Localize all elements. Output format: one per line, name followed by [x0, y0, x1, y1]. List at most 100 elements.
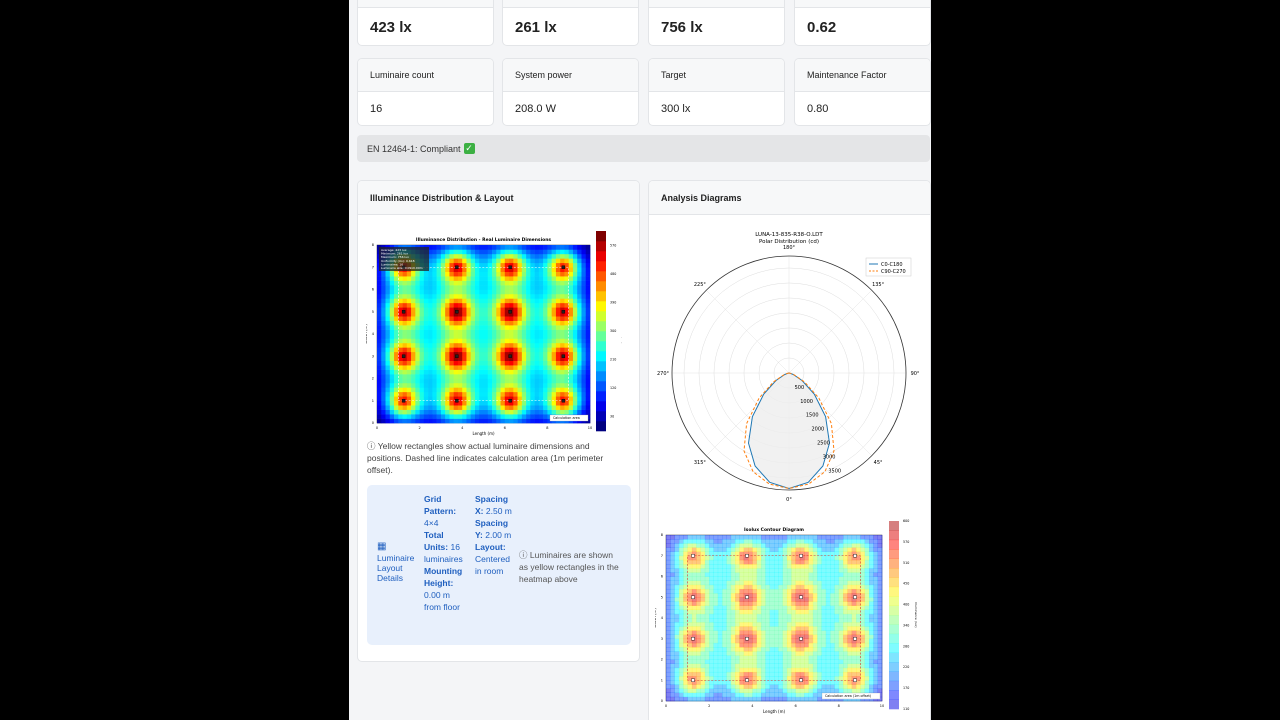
- luminaire-marker: [853, 554, 857, 558]
- chart-title: Isolux Contour Diagram: [744, 527, 804, 533]
- angle-label: 225°: [694, 282, 707, 288]
- x-tick-label: 8: [546, 426, 548, 430]
- metric-card: 423 lx: [357, 0, 494, 46]
- grid-icon: ▦: [377, 541, 387, 552]
- luminaire-marker: [745, 554, 749, 558]
- angle-label: 315°: [694, 460, 707, 466]
- colorbar-segment: [596, 311, 606, 322]
- colorbar-segment: [889, 596, 899, 606]
- metric-value: 0.80: [807, 103, 829, 115]
- spacing-x-value: 2.50 m: [485, 506, 512, 516]
- angular-gridline: [706, 290, 790, 374]
- colorbar-segment: [889, 577, 899, 588]
- luminaire-marker: [745, 678, 749, 682]
- chart-title: Illuminance Distribution - Real Luminair…: [416, 237, 552, 243]
- colorbar-tick-label: 210: [610, 358, 616, 362]
- metric-card: Target 300 lx: [648, 58, 785, 126]
- chart-title: LUNA-13-835-R38-O.LDT: [755, 232, 823, 238]
- isolux-contour-chart: Isolux Contour Diagram 0 2 4 6 8 10 0 1 2 3 4 5 6 7 8 Le…: [655, 519, 918, 714]
- metric-label: Maintenance Factor: [795, 59, 930, 92]
- luminaire-marker: [401, 310, 406, 314]
- x-tick-label: 4: [751, 704, 754, 708]
- colorbar-tick-label: 110: [903, 707, 909, 711]
- colorbar-tick-label: 570: [610, 243, 616, 247]
- radial-tick-label: 3000: [823, 454, 836, 460]
- y-tick-label: 7: [372, 265, 374, 269]
- y-tick-label: 4: [372, 332, 375, 336]
- luminaire-marker: [561, 310, 566, 314]
- metric-value: 208.0 W: [515, 103, 556, 115]
- luminaire-marker: [853, 595, 857, 599]
- luminaire-marker: [561, 265, 566, 269]
- angle-label: 0°: [786, 497, 792, 501]
- x-tick-label: 0: [376, 426, 378, 430]
- colorbar-segment: [889, 605, 899, 616]
- colorbar-segment: [889, 521, 899, 531]
- y-tick-label: 6: [661, 575, 663, 579]
- height-value: 0.00 m from floor: [424, 590, 460, 612]
- info-box-line: Minimum: 261 lux: [381, 252, 408, 256]
- y-tick-label: 8: [661, 533, 663, 537]
- colorbar-tick-label: 280: [903, 644, 909, 648]
- luminaire-marker: [455, 265, 459, 269]
- luminaire-marker: [561, 354, 566, 358]
- luminaire-marker: [561, 399, 566, 403]
- units-value: 16 luminaires: [424, 542, 463, 564]
- angle-label: 135°: [872, 282, 885, 288]
- luminaire-marker: [455, 310, 459, 314]
- spacing-x-label: Spacing X:: [475, 494, 509, 516]
- colorbar-segment: [889, 539, 899, 550]
- info-box: [379, 247, 429, 271]
- colorbar-segment: [596, 271, 606, 282]
- luminaire-marker: [745, 637, 749, 641]
- compliance-text: EN 12464-1: Compliant: [367, 143, 461, 154]
- y-axis-label: Width (m): [366, 324, 368, 344]
- colorbar-tick-label: 340: [903, 623, 909, 627]
- luminaire-marker: [799, 637, 803, 641]
- metric-label: Target: [649, 59, 784, 92]
- units-label: Total Units:: [424, 530, 449, 552]
- grid-value: 4×4: [424, 518, 439, 528]
- x-tick-label: 10: [880, 704, 884, 708]
- metric-label: System power: [503, 59, 638, 92]
- y-tick-label: 5: [661, 595, 663, 599]
- illuminance-heatmap-chart: Illuminance Distribution - Real Luminair…: [366, 231, 622, 436]
- y-tick-label: 7: [661, 554, 663, 558]
- height-label: Mounting Height:: [424, 566, 463, 588]
- heatmap-caption: ⓘ Yellow rectangles show actual luminair…: [367, 441, 604, 475]
- colorbar-tick-label: 570: [903, 540, 909, 544]
- luminaire-marker: [455, 354, 459, 358]
- panel-title: Illuminance Distribution & Layout: [358, 181, 639, 215]
- calculation-area-outline: [687, 555, 861, 681]
- colorbar-segment: [596, 381, 606, 392]
- radial-tick-label: 2500: [817, 441, 830, 447]
- analysis-panel: Analysis Diagrams LUNA-13-835-R38-O.LDT P…: [648, 180, 931, 720]
- colorbar-tick-label: 510: [903, 561, 909, 565]
- x-tick-label: 10: [588, 426, 592, 430]
- colorbar-tick-label: 220: [903, 665, 909, 669]
- colorbar-tick-label: 170: [903, 686, 909, 690]
- y-tick-label: 5: [372, 310, 374, 314]
- spacing-y-label: Spacing Y:: [475, 518, 509, 540]
- colorbar-segment: [889, 549, 899, 559]
- y-tick-label: 8: [372, 243, 374, 247]
- x-tick-label: 8: [838, 704, 840, 708]
- luminaire-marker: [508, 354, 512, 358]
- colorbar-tick-label: 480: [610, 272, 616, 276]
- x-axis-label: Length (m): [763, 709, 786, 714]
- colorbar-segment: [596, 391, 606, 402]
- info-box-line: Luminaire size: 0.09x0.09m: [381, 266, 423, 270]
- grid-label: Grid Pattern:: [424, 494, 457, 516]
- chart-subtitle: Polar Distribution (cd): [759, 239, 819, 245]
- luminaire-marker: [401, 354, 406, 358]
- y-axis-label: Width (m): [655, 608, 657, 628]
- y-tick-label: 1: [661, 678, 663, 682]
- legend-label: Calculation area (1m offset): [825, 694, 871, 698]
- heatmap-cells: [377, 245, 591, 424]
- luminaire-marker: [745, 595, 749, 599]
- colorbar-segment: [889, 633, 899, 644]
- layout-value: Centered in room: [475, 554, 510, 576]
- x-tick-label: 2: [708, 704, 710, 708]
- luminaire-marker: [691, 554, 695, 558]
- colorbar-segment: [596, 421, 606, 432]
